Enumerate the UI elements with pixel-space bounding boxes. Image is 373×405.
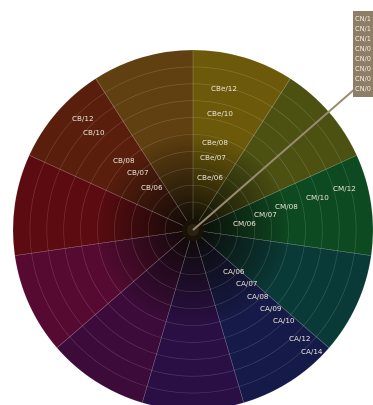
wheel-sector-cv[interactable] — [142, 230, 244, 405]
ring-line — [63, 100, 323, 360]
tooltip-line: CN/0 — [355, 45, 371, 53]
label-cb-08[interactable]: CB/08 — [113, 156, 135, 165]
label-ca-07[interactable]: CA/07 — [236, 279, 258, 288]
ring-line — [114, 151, 272, 309]
ring-line — [80, 117, 306, 343]
label-cbe-07[interactable]: CBe/07 — [200, 153, 226, 162]
sector-divider — [56, 229, 194, 349]
sector-divider — [192, 229, 372, 256]
tooltip-background — [353, 11, 373, 97]
ring-line — [29, 66, 357, 394]
ring-line — [46, 83, 340, 377]
label-cb-07[interactable]: CB/07 — [127, 168, 149, 177]
label-cm-10[interactable]: CM/10 — [306, 193, 329, 202]
label-ca-10[interactable]: CA/10 — [273, 316, 295, 325]
label-ca-06[interactable]: CA/06 — [223, 267, 245, 276]
tooltip-line: CN/0 — [355, 65, 371, 73]
sector-divider — [29, 154, 194, 231]
label-cb-06[interactable]: CB/06 — [141, 183, 163, 192]
wheel-sector-cm[interactable] — [193, 155, 373, 256]
tooltip: CN/1 CN/1 CN/1 CN/0 CN/0 CN/0 CN/0 CN/0 — [353, 11, 373, 97]
tooltip-line: CN/1 — [355, 25, 371, 33]
wheel-ring-lines — [12, 49, 373, 405]
label-cbe-10[interactable]: CBe/10 — [207, 109, 233, 118]
tooltip-leader-line — [192, 87, 357, 231]
wheel-sector-crp[interactable] — [14, 230, 194, 348]
label-cm-07[interactable]: CM/07 — [254, 210, 277, 219]
wheel-sector-dividers — [14, 50, 372, 403]
tooltip-line: CN/1 — [355, 15, 371, 23]
sector-divider — [192, 229, 330, 349]
tooltip-line: CN/0 — [355, 55, 371, 63]
label-cbe-06[interactable]: CBe/06 — [197, 173, 223, 182]
label-ca-09[interactable]: CA/09 — [260, 304, 282, 313]
label-ca-12[interactable]: CA/12 — [289, 334, 311, 343]
tooltip-line: CN/0 — [355, 75, 371, 83]
label-ca-08[interactable]: CA/08 — [247, 292, 269, 301]
ring-line — [164, 201, 222, 259]
tooltip-line: CN/0 — [355, 85, 371, 93]
sector-divider — [95, 78, 194, 231]
wheel-sector-cbe[interactable] — [193, 50, 291, 230]
ring-line — [97, 134, 289, 326]
tooltip-line: CN/1 — [355, 35, 371, 43]
wheel-sector-cp[interactable] — [56, 230, 194, 403]
wheel-sector-cr[interactable] — [12, 155, 193, 256]
wheel-sectors — [12, 50, 373, 405]
wheel-sector-cy[interactable] — [193, 78, 357, 230]
label-cm-06[interactable]: CM/06 — [233, 219, 256, 228]
label-cm-12[interactable]: CM/12 — [333, 184, 356, 193]
label-cm-08[interactable]: CM/08 — [275, 202, 298, 211]
wheel-sector-ca[interactable] — [193, 230, 330, 403]
sector-divider — [142, 229, 194, 403]
ring-line — [131, 168, 256, 293]
wheel-sector-ct[interactable] — [193, 230, 372, 348]
ring-line — [12, 49, 373, 405]
label-cbe-12[interactable]: CBe/12 — [211, 84, 237, 93]
label-cbe-08[interactable]: CBe/08 — [202, 138, 228, 147]
ring-line — [147, 184, 239, 276]
label-ca-14[interactable]: CA/14 — [301, 347, 323, 356]
wheel-sector-cro[interactable] — [29, 78, 194, 230]
sector-divider — [14, 229, 194, 256]
sector-divider — [192, 229, 244, 403]
sector-divider — [192, 78, 291, 231]
sector-divider — [192, 154, 357, 231]
label-cb-10[interactable]: CB/10 — [83, 128, 105, 137]
label-cb-12[interactable]: CB/12 — [72, 114, 94, 123]
wheel-sector-cb[interactable] — [95, 50, 193, 230]
